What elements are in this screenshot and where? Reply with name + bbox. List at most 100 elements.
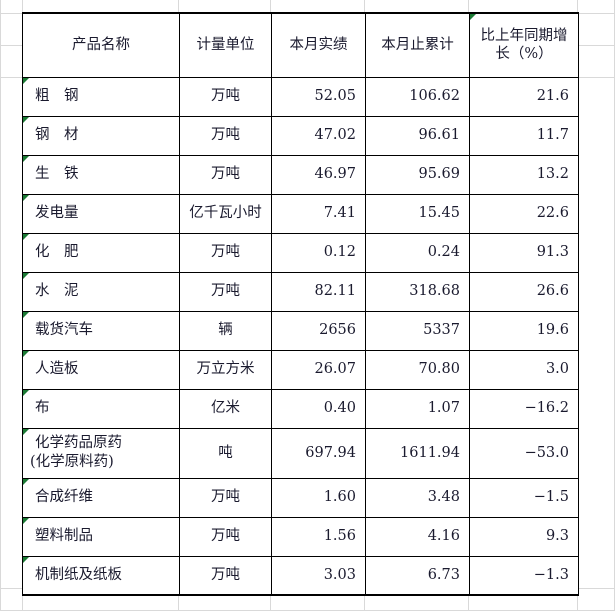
cell-cumulative[interactable]: 6.73 (365, 555, 470, 596)
production-report-table-container: 产品名称 计量单位 本月实绩 本月止累计 比上年同期增 长（%） 粗 钢万吨 52… (22, 12, 579, 596)
cell-error-marker-icon (23, 194, 29, 201)
cell-product-name-text: 载货汽车 (35, 322, 93, 339)
table-row[interactable]: 机制纸及纸板 万吨 3.03 6.73 −1.3 (22, 555, 579, 596)
cell-unit[interactable]: 万吨 (179, 516, 272, 557)
cell-month-actual[interactable]: 82.11 (271, 271, 366, 312)
cell-product-name[interactable]: 化 肥 (22, 232, 180, 273)
cell-product-name[interactable]: 粗 钢 (22, 76, 180, 117)
cell-cumulative[interactable]: 1.07 (365, 388, 470, 429)
cell-month-actual[interactable]: 697.94 (271, 427, 366, 479)
column-header-growth-line1: 比上年同期增 (480, 27, 568, 44)
table-row[interactable]: 化学药品原药 (化学原料药) 吨 697.94 1611.94 −53.0 (22, 427, 579, 479)
table-row[interactable]: 布 亿米 0.40 1.07 −16.2 (22, 388, 579, 429)
cell-month-actual[interactable]: 1.56 (271, 516, 366, 557)
cell-unit[interactable]: 万吨 (179, 232, 272, 273)
cell-unit[interactable]: 万吨 (179, 271, 272, 312)
cell-product-name[interactable]: 机制纸及纸板 (22, 555, 180, 596)
cell-month-actual[interactable]: 26.07 (271, 349, 366, 390)
cell-unit[interactable]: 亿千瓦小时 (179, 193, 272, 234)
cell-cumulative[interactable]: 15.45 (365, 193, 470, 234)
cell-growth[interactable]: −1.5 (469, 477, 579, 518)
cell-product-name-text: 化 肥 (35, 244, 79, 261)
cell-growth-text: 3.0 (545, 361, 569, 378)
table-row[interactable]: 水 泥 万吨 82.11 318.68 26.6 (22, 271, 579, 312)
cell-growth[interactable]: 11.7 (469, 115, 579, 156)
cell-month-actual[interactable]: 46.97 (271, 154, 366, 195)
cell-cumulative[interactable]: 318.68 (365, 271, 470, 312)
table-row[interactable]: 塑料制品 万吨 1.56 4.16 9.3 (22, 516, 579, 557)
cell-unit-text: 万立方米 (196, 361, 255, 378)
cell-growth[interactable]: −53.0 (469, 427, 579, 479)
cell-growth[interactable]: −1.3 (469, 555, 579, 596)
cell-error-marker-icon (23, 155, 29, 162)
cell-unit[interactable]: 吨 (179, 427, 272, 479)
table-row[interactable]: 钢 材 万吨 47.02 96.61 11.7 (22, 115, 579, 156)
cell-growth[interactable]: 22.6 (469, 193, 579, 234)
cell-cumulative[interactable]: 70.80 (365, 349, 470, 390)
cell-error-marker-icon (23, 350, 29, 357)
cell-product-name[interactable]: 化学药品原药 (化学原料药) (22, 427, 180, 479)
cell-cumulative[interactable]: 3.48 (365, 477, 470, 518)
cell-month-actual[interactable]: 7.41 (271, 193, 366, 234)
cell-product-name[interactable]: 载货汽车 (22, 310, 180, 351)
cell-month-actual[interactable]: 1.60 (271, 477, 366, 518)
cell-growth[interactable]: 26.6 (469, 271, 579, 312)
cell-month-actual[interactable]: 47.02 (271, 115, 366, 156)
table-body: 粗 钢万吨 52.05 106.62 21.6 钢 材万吨 47.02 96.61 11.7 生… (22, 76, 579, 596)
cell-unit[interactable]: 亿米 (179, 388, 272, 429)
cell-month-actual[interactable]: 0.40 (271, 388, 366, 429)
cell-unit-text: 万吨 (211, 528, 240, 545)
cell-growth[interactable]: 13.2 (469, 154, 579, 195)
cell-growth[interactable]: 19.6 (469, 310, 579, 351)
cell-cumulative[interactable]: 96.61 (365, 115, 470, 156)
cell-product-name-text: 塑料制品 (35, 528, 93, 545)
cell-cumulative[interactable]: 106.62 (365, 76, 470, 117)
cell-product-name[interactable]: 水 泥 (22, 271, 180, 312)
cell-product-name[interactable]: 发电量 (22, 193, 180, 234)
cell-product-name[interactable]: 钢 材 (22, 115, 180, 156)
cell-cumulative-text: 0.24 (427, 244, 460, 261)
table-row[interactable]: 粗 钢 万吨 52.05 106.62 21.6 (22, 76, 579, 117)
cell-growth-text: −1.5 (533, 489, 569, 506)
cell-product-name[interactable]: 人造板 (22, 349, 180, 390)
column-header-cumulative: 本月止累计 (365, 12, 470, 78)
cell-growth[interactable]: 3.0 (469, 349, 579, 390)
cell-growth[interactable]: 91.3 (469, 232, 579, 273)
cell-cumulative[interactable]: 95.69 (365, 154, 470, 195)
cell-unit[interactable]: 万吨 (179, 477, 272, 518)
cell-error-marker-icon (23, 556, 29, 563)
table-row[interactable]: 化 肥 万吨 0.12 0.24 91.3 (22, 232, 579, 273)
cell-unit[interactable]: 万吨 (179, 555, 272, 596)
cell-cumulative[interactable]: 4.16 (365, 516, 470, 557)
cell-month-actual-text: 7.41 (323, 205, 356, 222)
table-row[interactable]: 人造板 万立方米 26.07 70.80 3.0 (22, 349, 579, 390)
cell-month-actual[interactable]: 52.05 (271, 76, 366, 117)
cell-product-name[interactable]: 布 (22, 388, 180, 429)
cell-growth-text: 21.6 (536, 88, 569, 105)
table-row[interactable]: 合成纤维 万吨 1.60 3.48 −1.5 (22, 477, 579, 518)
table-row[interactable]: 发电量 亿千瓦小时 7.41 15.45 22.6 (22, 193, 579, 234)
cell-growth[interactable]: 9.3 (469, 516, 579, 557)
column-header-month-actual: 本月实绩 (271, 12, 366, 78)
table-row[interactable]: 载货汽车 辆 2656 5337 19.6 (22, 310, 579, 351)
cell-product-name[interactable]: 塑料制品 (22, 516, 180, 557)
cell-month-actual[interactable]: 3.03 (271, 555, 366, 596)
cell-cumulative[interactable]: 0.24 (365, 232, 470, 273)
cell-unit[interactable]: 万吨 (179, 154, 272, 195)
cell-cumulative[interactable]: 5337 (365, 310, 470, 351)
cell-unit-text: 万吨 (211, 244, 240, 261)
cell-growth[interactable]: −16.2 (469, 388, 579, 429)
cell-unit[interactable]: 万立方米 (179, 349, 272, 390)
cell-product-name[interactable]: 生 铁 (22, 154, 180, 195)
cell-product-name[interactable]: 合成纤维 (22, 477, 180, 518)
table-row[interactable]: 生 铁 万吨 46.97 95.69 13.2 (22, 154, 579, 195)
cell-cumulative[interactable]: 1611.94 (365, 427, 470, 479)
cell-cumulative-text: 1.07 (427, 400, 460, 417)
cell-month-actual[interactable]: 2656 (271, 310, 366, 351)
cell-unit[interactable]: 万吨 (179, 76, 272, 117)
cell-growth-text: −53.0 (524, 444, 569, 461)
cell-unit[interactable]: 辆 (179, 310, 272, 351)
cell-unit[interactable]: 万吨 (179, 115, 272, 156)
cell-growth[interactable]: 21.6 (469, 76, 579, 117)
cell-month-actual[interactable]: 0.12 (271, 232, 366, 273)
